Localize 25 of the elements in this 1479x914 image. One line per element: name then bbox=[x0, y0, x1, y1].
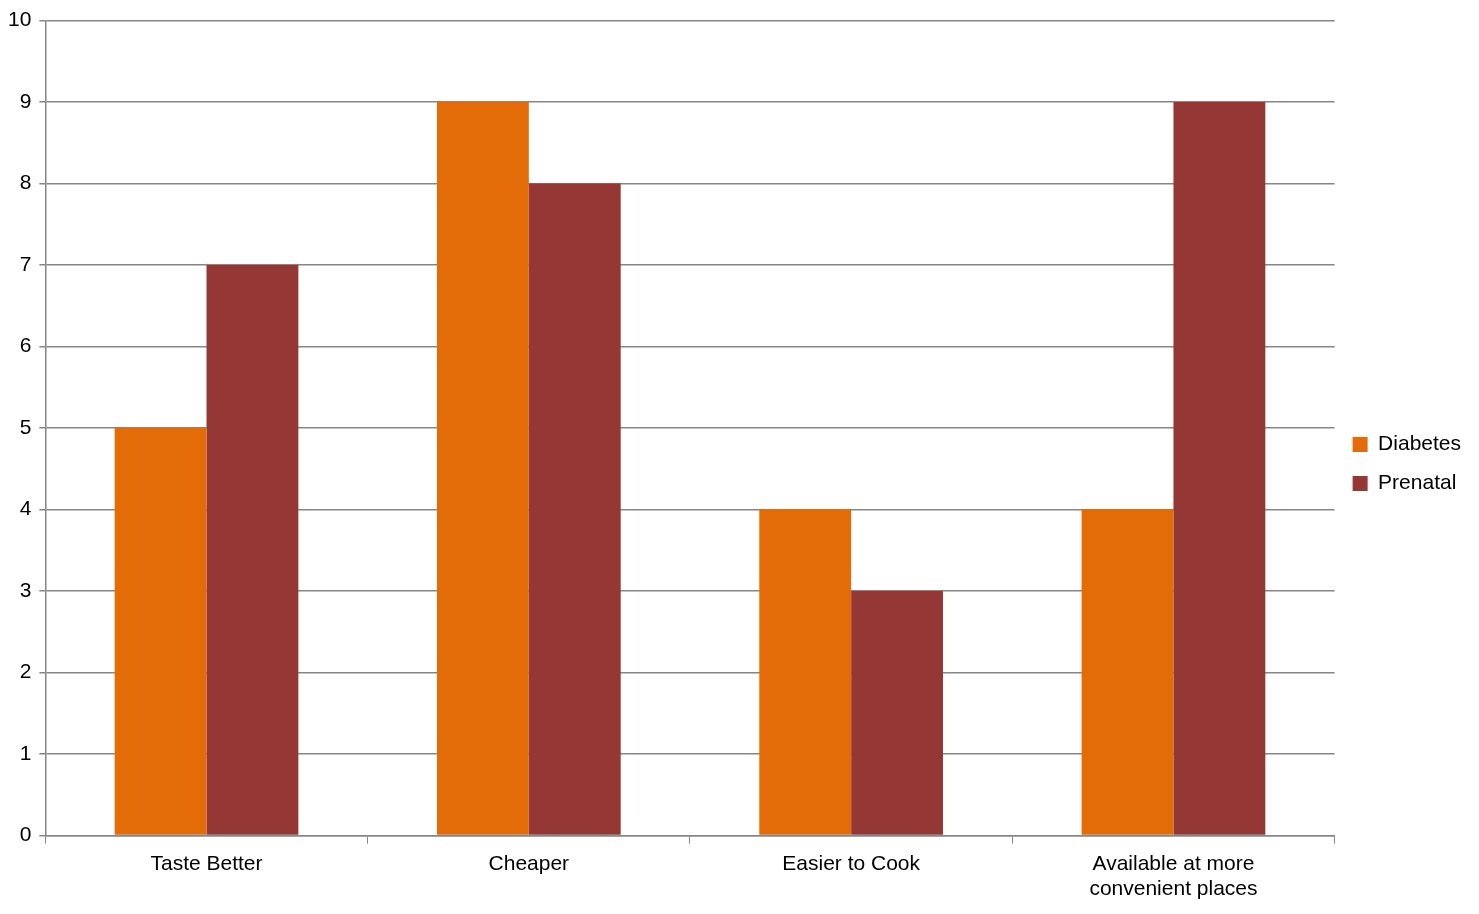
y-tick-label: 2 bbox=[19, 659, 32, 683]
y-tick-label: 4 bbox=[19, 496, 32, 520]
y-tick-label: 3 bbox=[19, 577, 32, 601]
bar bbox=[206, 265, 299, 835]
bar bbox=[1081, 509, 1174, 835]
x-tick-label: Taste Better bbox=[150, 851, 263, 874]
bar bbox=[851, 591, 944, 835]
y-tick-label: 6 bbox=[19, 333, 32, 357]
bar bbox=[436, 102, 529, 835]
bar bbox=[528, 183, 621, 835]
y-tick-label: 10 bbox=[8, 7, 32, 31]
legend-label: Prenatal bbox=[1378, 470, 1457, 494]
bar bbox=[759, 509, 852, 835]
x-tick-label: Easier to Cook bbox=[782, 851, 921, 874]
bar bbox=[114, 428, 207, 835]
x-tick-label: Available at more convenient places bbox=[1089, 851, 1258, 900]
bar bbox=[1173, 102, 1266, 835]
y-tick-label: 9 bbox=[19, 88, 32, 112]
y-tick-label: 5 bbox=[19, 414, 32, 438]
x-tick-label: Cheaper bbox=[488, 851, 570, 874]
y-tick-label: 8 bbox=[19, 170, 32, 194]
y-tick-label: 0 bbox=[19, 822, 32, 846]
legend-label: Diabetes bbox=[1378, 431, 1462, 455]
y-tick-label: 1 bbox=[19, 740, 32, 764]
y-tick-label: 7 bbox=[19, 251, 32, 275]
